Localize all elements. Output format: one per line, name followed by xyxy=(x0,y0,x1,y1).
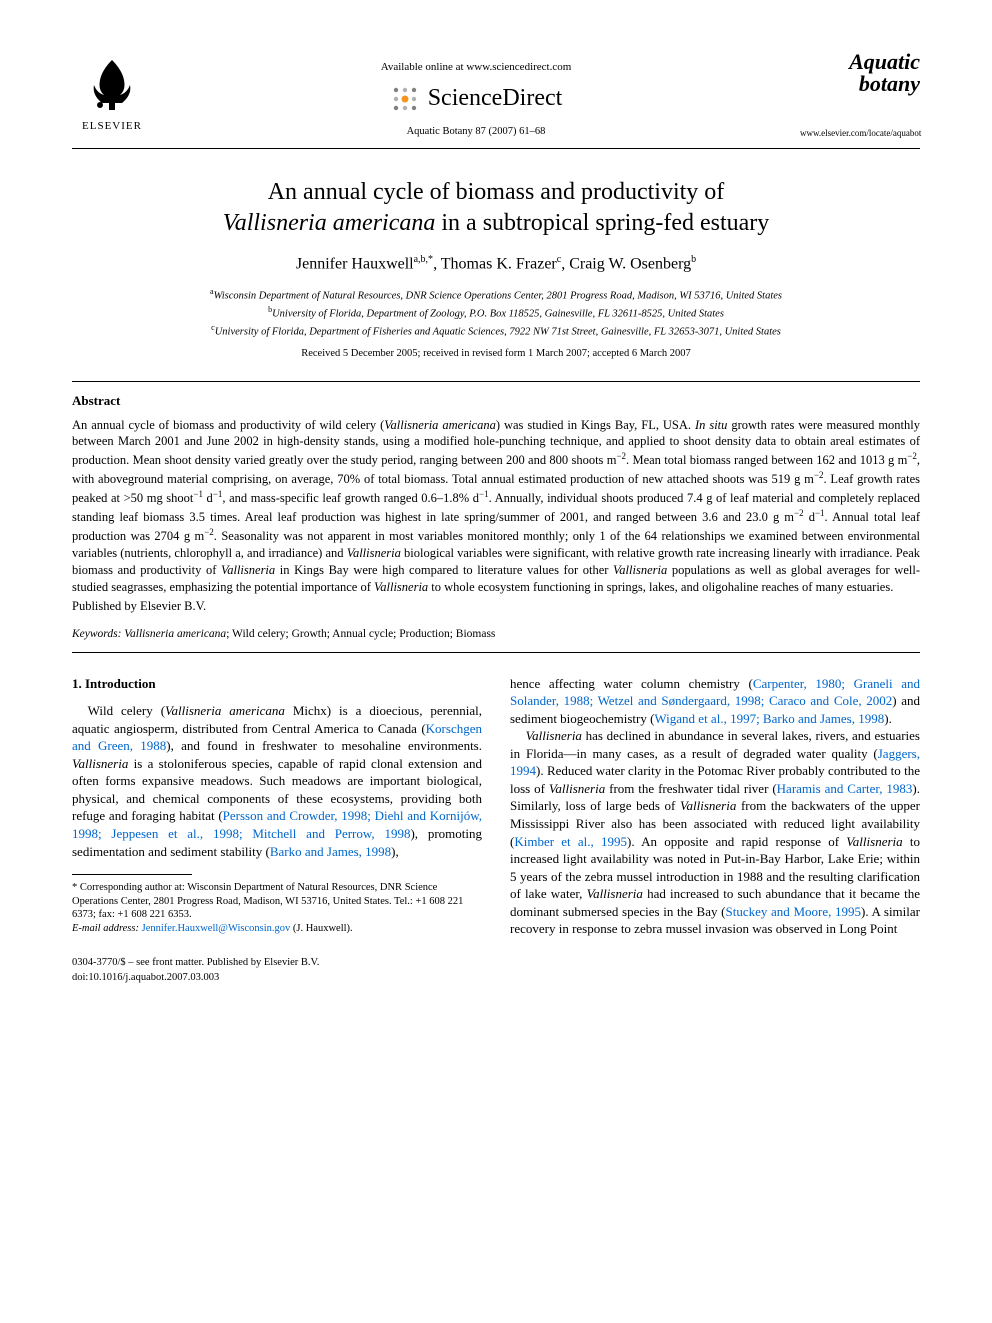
author-3: Craig W. Osenberg xyxy=(569,256,691,273)
intro-para-2: Vallisneria has declined in abundance in… xyxy=(510,727,920,938)
corresponding-author-footnote: * Corresponding author at: Wisconsin Dep… xyxy=(72,881,482,922)
elsevier-text: ELSEVIER xyxy=(82,119,142,134)
keywords-line: Keywords: Vallisneria americana; Wild ce… xyxy=(72,626,920,642)
email-label: E-mail address: xyxy=(72,923,139,934)
ref-kimber[interactable]: Kimber et al., 1995 xyxy=(514,834,627,849)
authors-line: Jennifer Hauxwella,b,*, Thomas K. Frazer… xyxy=(72,253,920,276)
author-2: Thomas K. Frazer xyxy=(441,256,557,273)
ref-korschgen[interactable]: Korschgen and Green, 1988 xyxy=(72,721,482,754)
title-part1: An annual cycle of biomass and productiv… xyxy=(268,179,725,205)
body-columns: 1. Introduction Wild celery (Vallisneria… xyxy=(72,675,920,938)
ref-jaggers[interactable]: Jaggers, 1994 xyxy=(510,746,920,779)
left-column: 1. Introduction Wild celery (Vallisneria… xyxy=(72,675,482,938)
elsevier-logo: ELSEVIER xyxy=(72,50,152,140)
ref-persson[interactable]: Persson and Crowder, 1998; Diehl and Kor… xyxy=(72,808,482,841)
available-online-text: Available online at www.sciencedirect.co… xyxy=(172,60,780,75)
intro-para-1-cont: hence affecting water column chemistry (… xyxy=(510,675,920,728)
ref-barko[interactable]: Barko and James, 1998 xyxy=(270,844,391,859)
abstract-body: An annual cycle of biomass and productiv… xyxy=(72,417,920,597)
abstract-top-rule xyxy=(72,381,920,382)
aff-c-text: University of Florida, Department of Fis… xyxy=(215,327,781,338)
section-1-heading: 1. Introduction xyxy=(72,675,482,693)
sciencedirect-logo-row: ScienceDirect xyxy=(172,82,780,116)
journal-url: www.elsevier.com/locate/aquabot xyxy=(800,127,920,140)
author-1: Jennifer Hauxwell xyxy=(296,256,414,273)
email-link[interactable]: Jennifer.Hauxwell@Wisconsin.gov xyxy=(139,923,290,934)
header-row: ELSEVIER Available online at www.science… xyxy=(72,50,920,140)
journal-title-line2: botany xyxy=(800,73,920,95)
journal-title-line1: Aquatic xyxy=(800,51,920,73)
article-title: An annual cycle of biomass and productiv… xyxy=(72,177,920,239)
page-container: ELSEVIER Available online at www.science… xyxy=(0,0,992,1025)
author-1-sup: a,b,* xyxy=(414,254,433,265)
article-dates: Received 5 December 2005; received in re… xyxy=(72,347,920,362)
doi-line: doi:10.1016/j.aquabot.2007.03.003 xyxy=(72,971,920,986)
email-footnote: E-mail address: Jennifer.Hauxwell@Wiscon… xyxy=(72,922,482,936)
sciencedirect-block: Available online at www.sciencedirect.co… xyxy=(152,60,800,140)
affiliation-b: bUniversity of Florida, Department of Zo… xyxy=(72,304,920,322)
sciencedirect-dots-icon xyxy=(390,84,420,114)
intro-para-1: Wild celery (Vallisneria americana Michx… xyxy=(72,702,482,860)
ref-stuckey[interactable]: Stuckey and Moore, 1995 xyxy=(725,904,861,919)
footnote-separator xyxy=(72,874,192,875)
author-3-sup: b xyxy=(691,254,696,265)
title-italic: Vallisneria americana xyxy=(223,210,436,236)
ref-wigand[interactable]: Wigand et al., 1997; Barko and James, 19… xyxy=(654,711,884,726)
header-rule xyxy=(72,148,920,149)
email-suffix: (J. Hauxwell). xyxy=(290,923,352,934)
aff-a-text: Wisconsin Department of Natural Resource… xyxy=(214,291,782,302)
right-column: hence affecting water column chemistry (… xyxy=(510,675,920,938)
affiliation-a: aWisconsin Department of Natural Resourc… xyxy=(72,286,920,304)
affiliation-c: cUniversity of Florida, Department of Fi… xyxy=(72,322,920,340)
ref-carpenter[interactable]: Carpenter, 1980; Graneli and Solander, 1… xyxy=(510,676,920,709)
abstract-heading: Abstract xyxy=(72,392,920,410)
ref-haramis[interactable]: Haramis and Carter, 1983 xyxy=(777,781,913,796)
journal-logo-block: Aquatic botany www.elsevier.com/locate/a… xyxy=(800,51,920,140)
affiliations: aWisconsin Department of Natural Resourc… xyxy=(72,286,920,341)
title-part2: in a subtropical spring-fed estuary xyxy=(435,210,769,236)
elsevier-tree-icon xyxy=(82,55,142,115)
keywords-label: Keywords: xyxy=(72,628,121,640)
published-by: Published by Elsevier B.V. xyxy=(72,598,920,616)
aff-b-text: University of Florida, Department of Zoo… xyxy=(272,309,724,320)
sciencedirect-name: ScienceDirect xyxy=(428,82,563,116)
abstract-bottom-rule xyxy=(72,652,920,653)
journal-reference: Aquatic Botany 87 (2007) 61–68 xyxy=(172,125,780,140)
copyright-line: 0304-3770/$ – see front matter. Publishe… xyxy=(72,956,920,971)
author-2-sup: c xyxy=(557,254,561,265)
